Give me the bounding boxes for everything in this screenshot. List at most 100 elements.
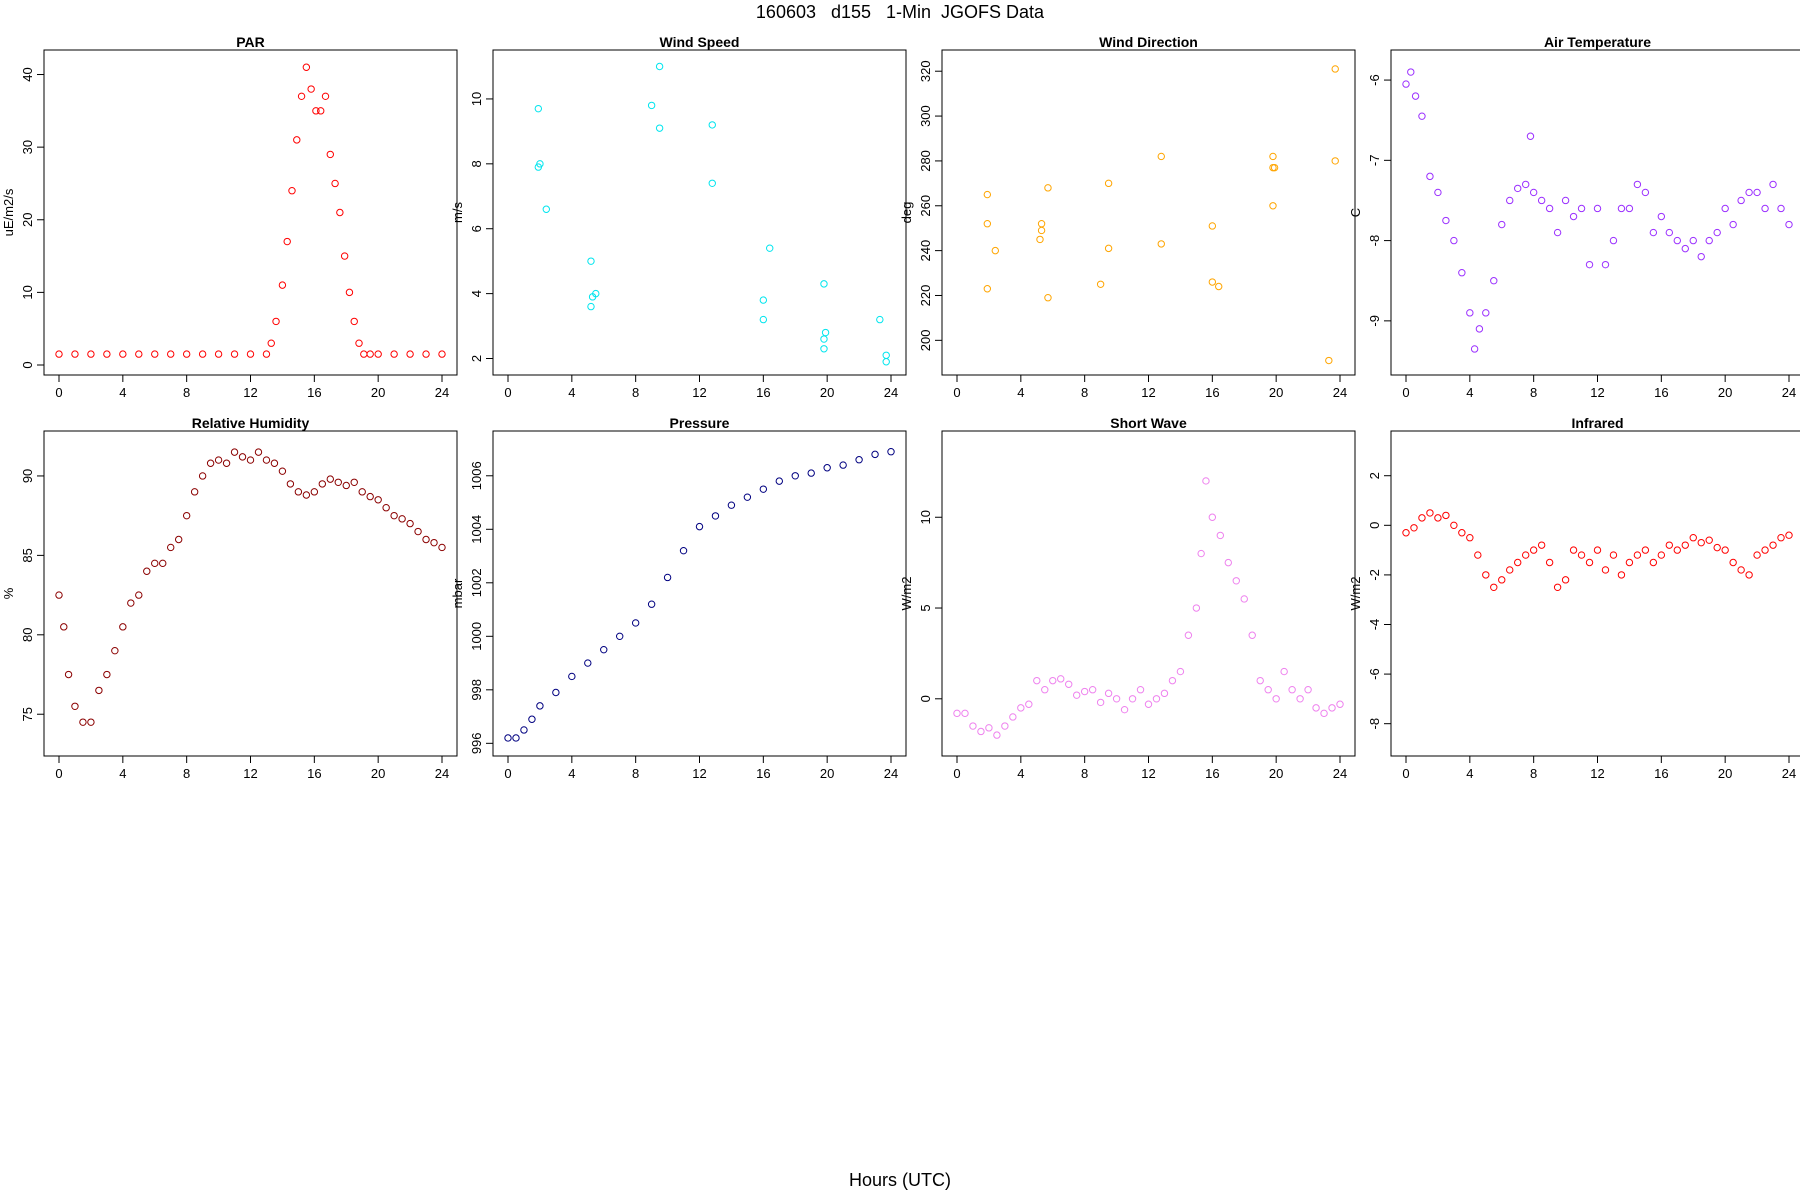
data-point	[1224, 558, 1232, 567]
data-point	[382, 504, 390, 512]
y-axis-label: C	[1348, 208, 1363, 217]
data-point	[647, 101, 656, 110]
data-point	[1665, 541, 1674, 549]
data-point	[1269, 202, 1277, 210]
data-point	[1280, 667, 1288, 676]
y-tick-label: 2	[469, 355, 484, 362]
data-point	[345, 288, 354, 297]
data-point	[1705, 236, 1713, 245]
x-tick-label: 8	[1530, 766, 1537, 781]
data-point	[206, 459, 215, 467]
data-point	[1272, 695, 1280, 703]
data-point	[366, 492, 374, 501]
data-point	[340, 252, 349, 260]
data-point	[1044, 184, 1052, 192]
data-point	[1325, 356, 1333, 365]
data-point	[334, 478, 342, 487]
data-point	[1521, 180, 1530, 189]
data-point	[267, 339, 275, 347]
y-tick-label: -4	[1367, 619, 1382, 631]
data-point	[283, 237, 291, 246]
data-point	[1705, 536, 1713, 544]
x-tick-label: 20	[371, 766, 385, 781]
data-point	[374, 350, 382, 358]
data-point	[775, 477, 783, 485]
data-point	[355, 339, 363, 347]
data-point	[1104, 689, 1113, 698]
data-point	[1331, 65, 1339, 73]
data-point	[87, 718, 95, 726]
x-tick-label: 12	[1590, 766, 1604, 781]
data-point	[318, 480, 327, 488]
data-point	[60, 623, 68, 631]
y-tick-label: 5	[918, 604, 933, 611]
data-point	[1407, 68, 1415, 76]
data-point	[504, 734, 512, 742]
data-point	[342, 481, 350, 490]
data-point	[1168, 676, 1177, 685]
panel-title: Infrared	[1571, 415, 1623, 431]
data-point	[855, 456, 863, 464]
x-tick-label: 12	[243, 766, 257, 781]
x-tick-label: 16	[1654, 766, 1668, 781]
data-point	[246, 456, 255, 464]
x-axis-caption: Hours (UTC)	[849, 1170, 951, 1190]
data-point	[1673, 236, 1681, 245]
data-point	[1434, 514, 1442, 522]
data-point	[1649, 228, 1658, 237]
y-axis-label: W/m2	[899, 577, 914, 611]
data-point	[398, 515, 406, 523]
data-point	[587, 302, 595, 311]
x-tick-label: 20	[371, 385, 385, 400]
x-tick-label: 4	[1017, 385, 1024, 400]
data-point	[119, 623, 127, 631]
data-point	[708, 179, 716, 187]
x-tick-label: 16	[1205, 385, 1219, 400]
data-point	[1585, 260, 1594, 269]
data-point	[1569, 212, 1578, 221]
x-tick-label: 24	[1333, 385, 1347, 400]
data-point	[1721, 204, 1729, 213]
data-point	[520, 726, 528, 734]
data-point	[1296, 695, 1304, 703]
data-point	[222, 459, 231, 467]
plot-frame	[43, 49, 458, 376]
y-axis-label: m/s	[450, 202, 465, 223]
data-point	[695, 522, 704, 531]
data-point	[823, 464, 831, 472]
data-point	[1136, 686, 1145, 694]
y-tick-label: 200	[918, 329, 933, 351]
data-point	[1450, 236, 1458, 245]
data-point	[1545, 558, 1554, 567]
data-point	[1785, 220, 1793, 229]
plot-frame	[492, 49, 907, 376]
data-point	[631, 619, 640, 627]
data-point	[1197, 549, 1205, 558]
x-tick-label: 12	[1141, 766, 1155, 781]
data-point	[1184, 631, 1193, 639]
data-point	[358, 488, 366, 496]
x-tick-label: 12	[243, 385, 257, 400]
panel-4: Relative Humidity 0 4 8 12 16 20 24 75 80 85 90%	[1, 415, 458, 781]
data-point	[1482, 309, 1490, 317]
data-point	[1144, 700, 1153, 708]
data-point	[1641, 546, 1650, 554]
x-tick-label: 8	[632, 385, 639, 400]
data-point	[1312, 704, 1320, 712]
data-point	[887, 448, 895, 456]
data-point	[1466, 309, 1474, 317]
x-tick-label: 20	[1269, 766, 1283, 781]
data-point	[1216, 531, 1225, 540]
y-tick-label: 1002	[469, 568, 484, 597]
data-point	[1737, 566, 1745, 574]
data-point	[246, 350, 255, 358]
panel-title: Air Temperature	[1544, 34, 1651, 50]
x-tick-label: 4	[568, 385, 575, 400]
data-point	[214, 456, 223, 464]
data-point	[679, 546, 688, 555]
data-point	[1625, 558, 1634, 567]
data-point	[1049, 676, 1057, 685]
data-point	[1450, 521, 1458, 530]
panel-0: PAR 0 4 8 12 16 20 24 0 10 20 30 40 uE/m2/s	[1, 34, 458, 400]
data-point	[1529, 188, 1538, 197]
